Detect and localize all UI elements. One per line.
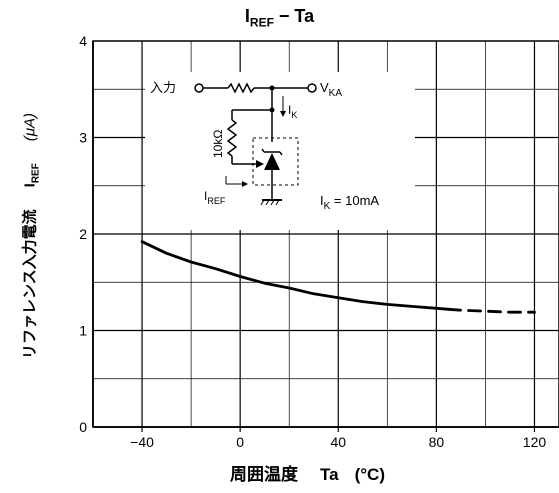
circuit-resistor-label: 10kΩ — [211, 130, 225, 158]
circuit-input-label: 入力 — [150, 80, 176, 95]
series-line-solid — [140, 240, 451, 311]
x-tick-label: −40 — [130, 434, 154, 450]
circuit-output-label: VKA — [320, 80, 342, 99]
x-tick-label: 40 — [330, 434, 346, 450]
x-axis-label-symbol: Ta — [320, 465, 339, 484]
input-terminal — [194, 83, 204, 93]
y-tick-label: 0 — [79, 419, 87, 435]
circuit-ik-label: IK — [288, 103, 297, 120]
x-axis-label: 周囲温度 Ta (°C) — [230, 460, 385, 485]
y-tick-label: 2 — [79, 226, 87, 242]
series-line-dashed — [447, 307, 536, 314]
y-tick-label: 4 — [79, 33, 87, 49]
regulator-diode — [264, 153, 280, 170]
x-tick-label: 80 — [429, 434, 445, 450]
y-tick-label: 1 — [79, 323, 87, 339]
chart-title: IREF − Ta — [244, 6, 315, 30]
output-terminal — [307, 83, 317, 93]
input-resistor — [227, 82, 255, 94]
x-axis-label-unit: (°C) — [354, 465, 385, 484]
x-tick-label: 0 — [236, 434, 244, 450]
grid-lines — [92, 41, 559, 427]
x-tick-label: 120 — [523, 434, 547, 450]
x-axis-label-text: 周囲温度 — [230, 465, 298, 484]
regulator-box — [252, 137, 299, 186]
circuit-iref-label: IREF — [204, 189, 226, 206]
circuit-condition-label: IK = 10mA — [320, 193, 379, 212]
circuit-diagram: 入力 VKA IK 10kΩ IREF — [145, 72, 415, 230]
feedback-resistor — [226, 119, 238, 157]
y-tick-label: 3 — [79, 130, 87, 146]
